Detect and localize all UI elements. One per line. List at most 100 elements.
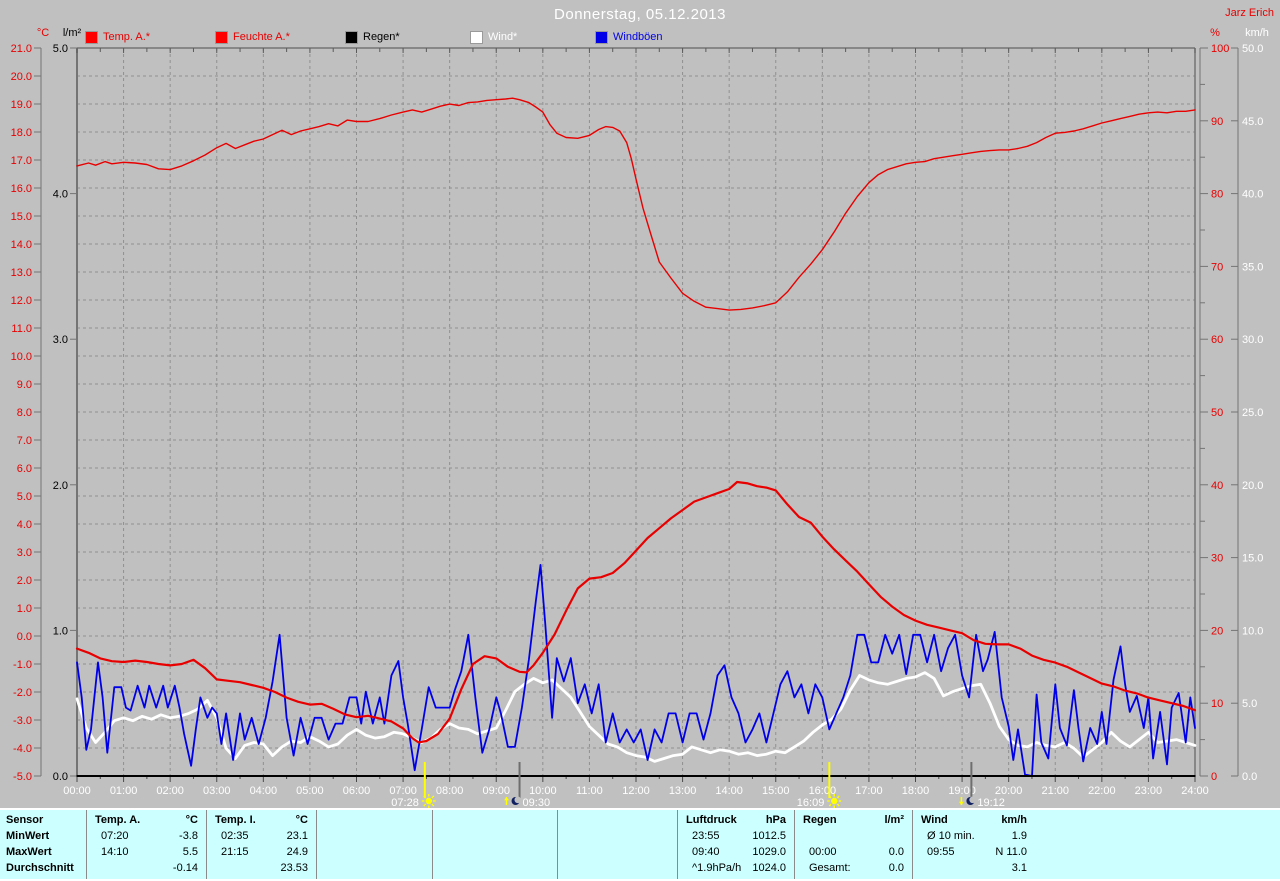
temp-axis-label: 13.0 [11,267,32,279]
rain-axis-label: 1.0 [53,625,68,637]
stats-cell-min: 23:55 1012.5 [692,830,786,842]
author-watermark: Jarz Erich [1225,7,1274,19]
stats-column-regen: Regen l/m² 00:00 0.0 Gesamt: 0.0 [795,810,913,879]
x-axis-label: 17:00 [855,785,883,797]
temp-axis-label: 7.0 [17,435,32,447]
wind-axis-label: 20.0 [1242,480,1263,492]
temp-axis-label: -3.0 [13,715,32,727]
legend-item-rain[interactable]: Regen* [345,30,400,44]
hum-axis-label: 30 [1211,553,1223,565]
x-axis-label: 20:00 [995,785,1023,797]
stats-cell-avg [317,860,432,876]
stats-cell-max [317,844,432,860]
moonrise-time: 09:30 [523,797,551,808]
hum-axis-label: 0 [1211,771,1217,783]
stats-cell-max: 09:40 1029.0 [692,846,786,858]
wind-axis-label: 30.0 [1242,334,1263,346]
axis-unit-rain: l/m² [62,27,82,39]
stats-cell-avg: Gesamt: 0.0 [809,862,904,874]
temp-axis-label: 4.0 [17,519,32,531]
series-temp-a- [75,480,1197,744]
legend-label: Regen* [363,31,400,43]
temp-axis-label: -1.0 [13,659,32,671]
stats-cell-avg: 23.53 [280,862,308,874]
hum-axis-label: 60 [1211,334,1223,346]
temp-axis-label: 17.0 [11,155,32,167]
series-feuchte-a- [76,97,1196,311]
wind-axis-label: 40.0 [1242,189,1263,201]
rain-axis-label: 4.0 [53,189,68,201]
wind-axis-label: 10.0 [1242,625,1263,637]
stats-table: Sensor MinWert MaxWert Durchschnitt Temp. A.… [0,808,1280,881]
stats-cell-min: 02:35 23.1 [221,830,308,842]
temp-axis-label: 15.0 [11,211,32,223]
rain-axis-label: 0.0 [53,771,68,783]
stats-cell-hdr: Temp. I. °C [215,814,308,826]
legend-label: Windböen [613,31,663,43]
temp-axis-label: 2.0 [17,575,32,587]
x-axis-label: 11:00 [576,785,603,797]
stats-column-temp-a-: Temp. A. °C 07:20 -3.8 14:10 5.5 -0.14 [87,810,207,879]
legend-item-gusts[interactable]: Windböen [595,30,663,44]
temp-axis-label: 3.0 [17,547,32,559]
x-axis-label: 09:00 [482,785,510,797]
humidity-color-swatch [215,30,228,44]
hum-axis-label: 80 [1211,189,1223,201]
series-windb-en [76,564,1196,777]
stats-cell-hdr [558,812,677,828]
x-axis-label: 13:00 [669,785,697,797]
sun-icon [831,797,838,805]
row-label: MaxWert [6,846,52,858]
row-label: MinWert [6,830,50,842]
hum-axis-label: 50 [1211,407,1223,419]
chart-plot-area[interactable]: 21.0 20.0 19.0 18.0 17.0 16.0 15.0 14.0 13.0 12.0… [0,0,1280,808]
hum-axis-label: 100 [1211,43,1229,55]
sun-icon [425,797,433,805]
legend-item-humidity[interactable]: Feuchte A.* [215,30,290,44]
stats-cell-min [433,828,557,844]
wind-color-swatch [470,30,483,44]
temp-color-swatch [85,30,98,44]
x-axis-label: 21:00 [1041,785,1069,797]
sunset-time: 16:09 [797,797,825,808]
row-label: Durchschnitt [6,862,74,874]
legend-label: Feuchte A.* [233,31,290,43]
stats-column-empty [558,810,678,879]
temp-axis-label: 0.0 [17,631,32,643]
temp-axis-label: 12.0 [11,295,32,307]
gusts-color-swatch [595,30,608,44]
temp-axis-label: 8.0 [17,407,32,419]
chart-title: Donnerstag, 05.12.2013 [554,6,726,23]
moonset-time: 19:12 [977,797,1005,808]
axis-unit-humidity: % [1210,27,1220,39]
stats-cell-hdr: Wind km/h [921,814,1027,826]
x-axis-label: 22:00 [1088,785,1116,797]
legend-item-temp[interactable]: Temp. A.* [85,30,150,44]
stats-column-temp-i-: Temp. I. °C 02:35 23.1 21:15 24.9 23.53 [207,810,317,879]
temp-axis-label: 11.0 [11,323,32,335]
wind-axis-label: 15.0 [1242,553,1263,565]
temp-axis-label: 14.0 [11,239,32,251]
stats-column-empty [433,810,558,879]
temp-axis-label: 9.0 [17,379,32,391]
x-axis-label: 18:00 [902,785,930,797]
stats-cell-max: 00:00 0.0 [809,846,904,858]
wind-axis-label: 50.0 [1242,43,1263,55]
x-axis-label: 12:00 [622,785,650,797]
temp-axis-label: 6.0 [17,463,32,475]
hum-axis-label: 10 [1211,698,1223,710]
temp-axis-label: -4.0 [13,743,32,755]
stats-cell-max [558,844,677,860]
x-axis-label: 24:00 [1181,785,1209,797]
stats-cell-max: 21:15 24.9 [221,846,308,858]
legend-item-wind[interactable]: Wind* [470,30,517,44]
stats-cell-hdr: Temp. A. °C [95,814,198,826]
moonset-icon [958,796,976,805]
stats-column-empty [317,810,433,879]
legend-label: Wind* [488,31,518,43]
temp-axis-label: 10.0 [11,351,32,363]
stats-column-wind: Wind km/h Ø 10 min. 1.9 09:55 N 11.0 3.1 [913,810,1280,879]
stats-cell-avg: 3.1 [1011,862,1027,874]
temp-axis-label: 5.0 [17,491,32,503]
